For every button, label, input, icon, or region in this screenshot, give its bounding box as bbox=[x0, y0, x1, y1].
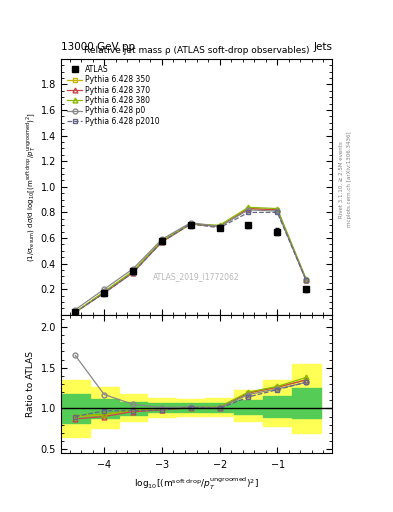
Text: 13000 GeV pp: 13000 GeV pp bbox=[61, 42, 135, 52]
X-axis label: log$_{10}$[(m$^{\rm soft\ drop}$/$p_T^{\rm ungroomed})^2$]: log$_{10}$[(m$^{\rm soft\ drop}$/$p_T^{\… bbox=[134, 476, 259, 492]
Title: Relative jet mass ρ (ATLAS soft-drop observables): Relative jet mass ρ (ATLAS soft-drop obs… bbox=[84, 46, 309, 55]
Text: Jets: Jets bbox=[313, 42, 332, 52]
Y-axis label: $(1/\sigma_\mathrm{resum})$ d$\sigma$/d log$_{10}$[(m$^{\rm soft\ drop}$/$p_T^{\: $(1/\sigma_\mathrm{resum})$ d$\sigma$/d … bbox=[24, 112, 38, 262]
Text: ATLAS_2019_I1772062: ATLAS_2019_I1772062 bbox=[153, 272, 240, 281]
Y-axis label: Ratio to ATLAS: Ratio to ATLAS bbox=[26, 351, 35, 417]
Legend: ATLAS, Pythia 6.428 350, Pythia 6.428 370, Pythia 6.428 380, Pythia 6.428 p0, Py: ATLAS, Pythia 6.428 350, Pythia 6.428 37… bbox=[65, 62, 162, 128]
Text: mcplots.cern.ch [arXiv:1306.3436]: mcplots.cern.ch [arXiv:1306.3436] bbox=[347, 132, 352, 227]
Text: Rivet 3.1.10, ≥ 2.5M events: Rivet 3.1.10, ≥ 2.5M events bbox=[339, 141, 344, 218]
